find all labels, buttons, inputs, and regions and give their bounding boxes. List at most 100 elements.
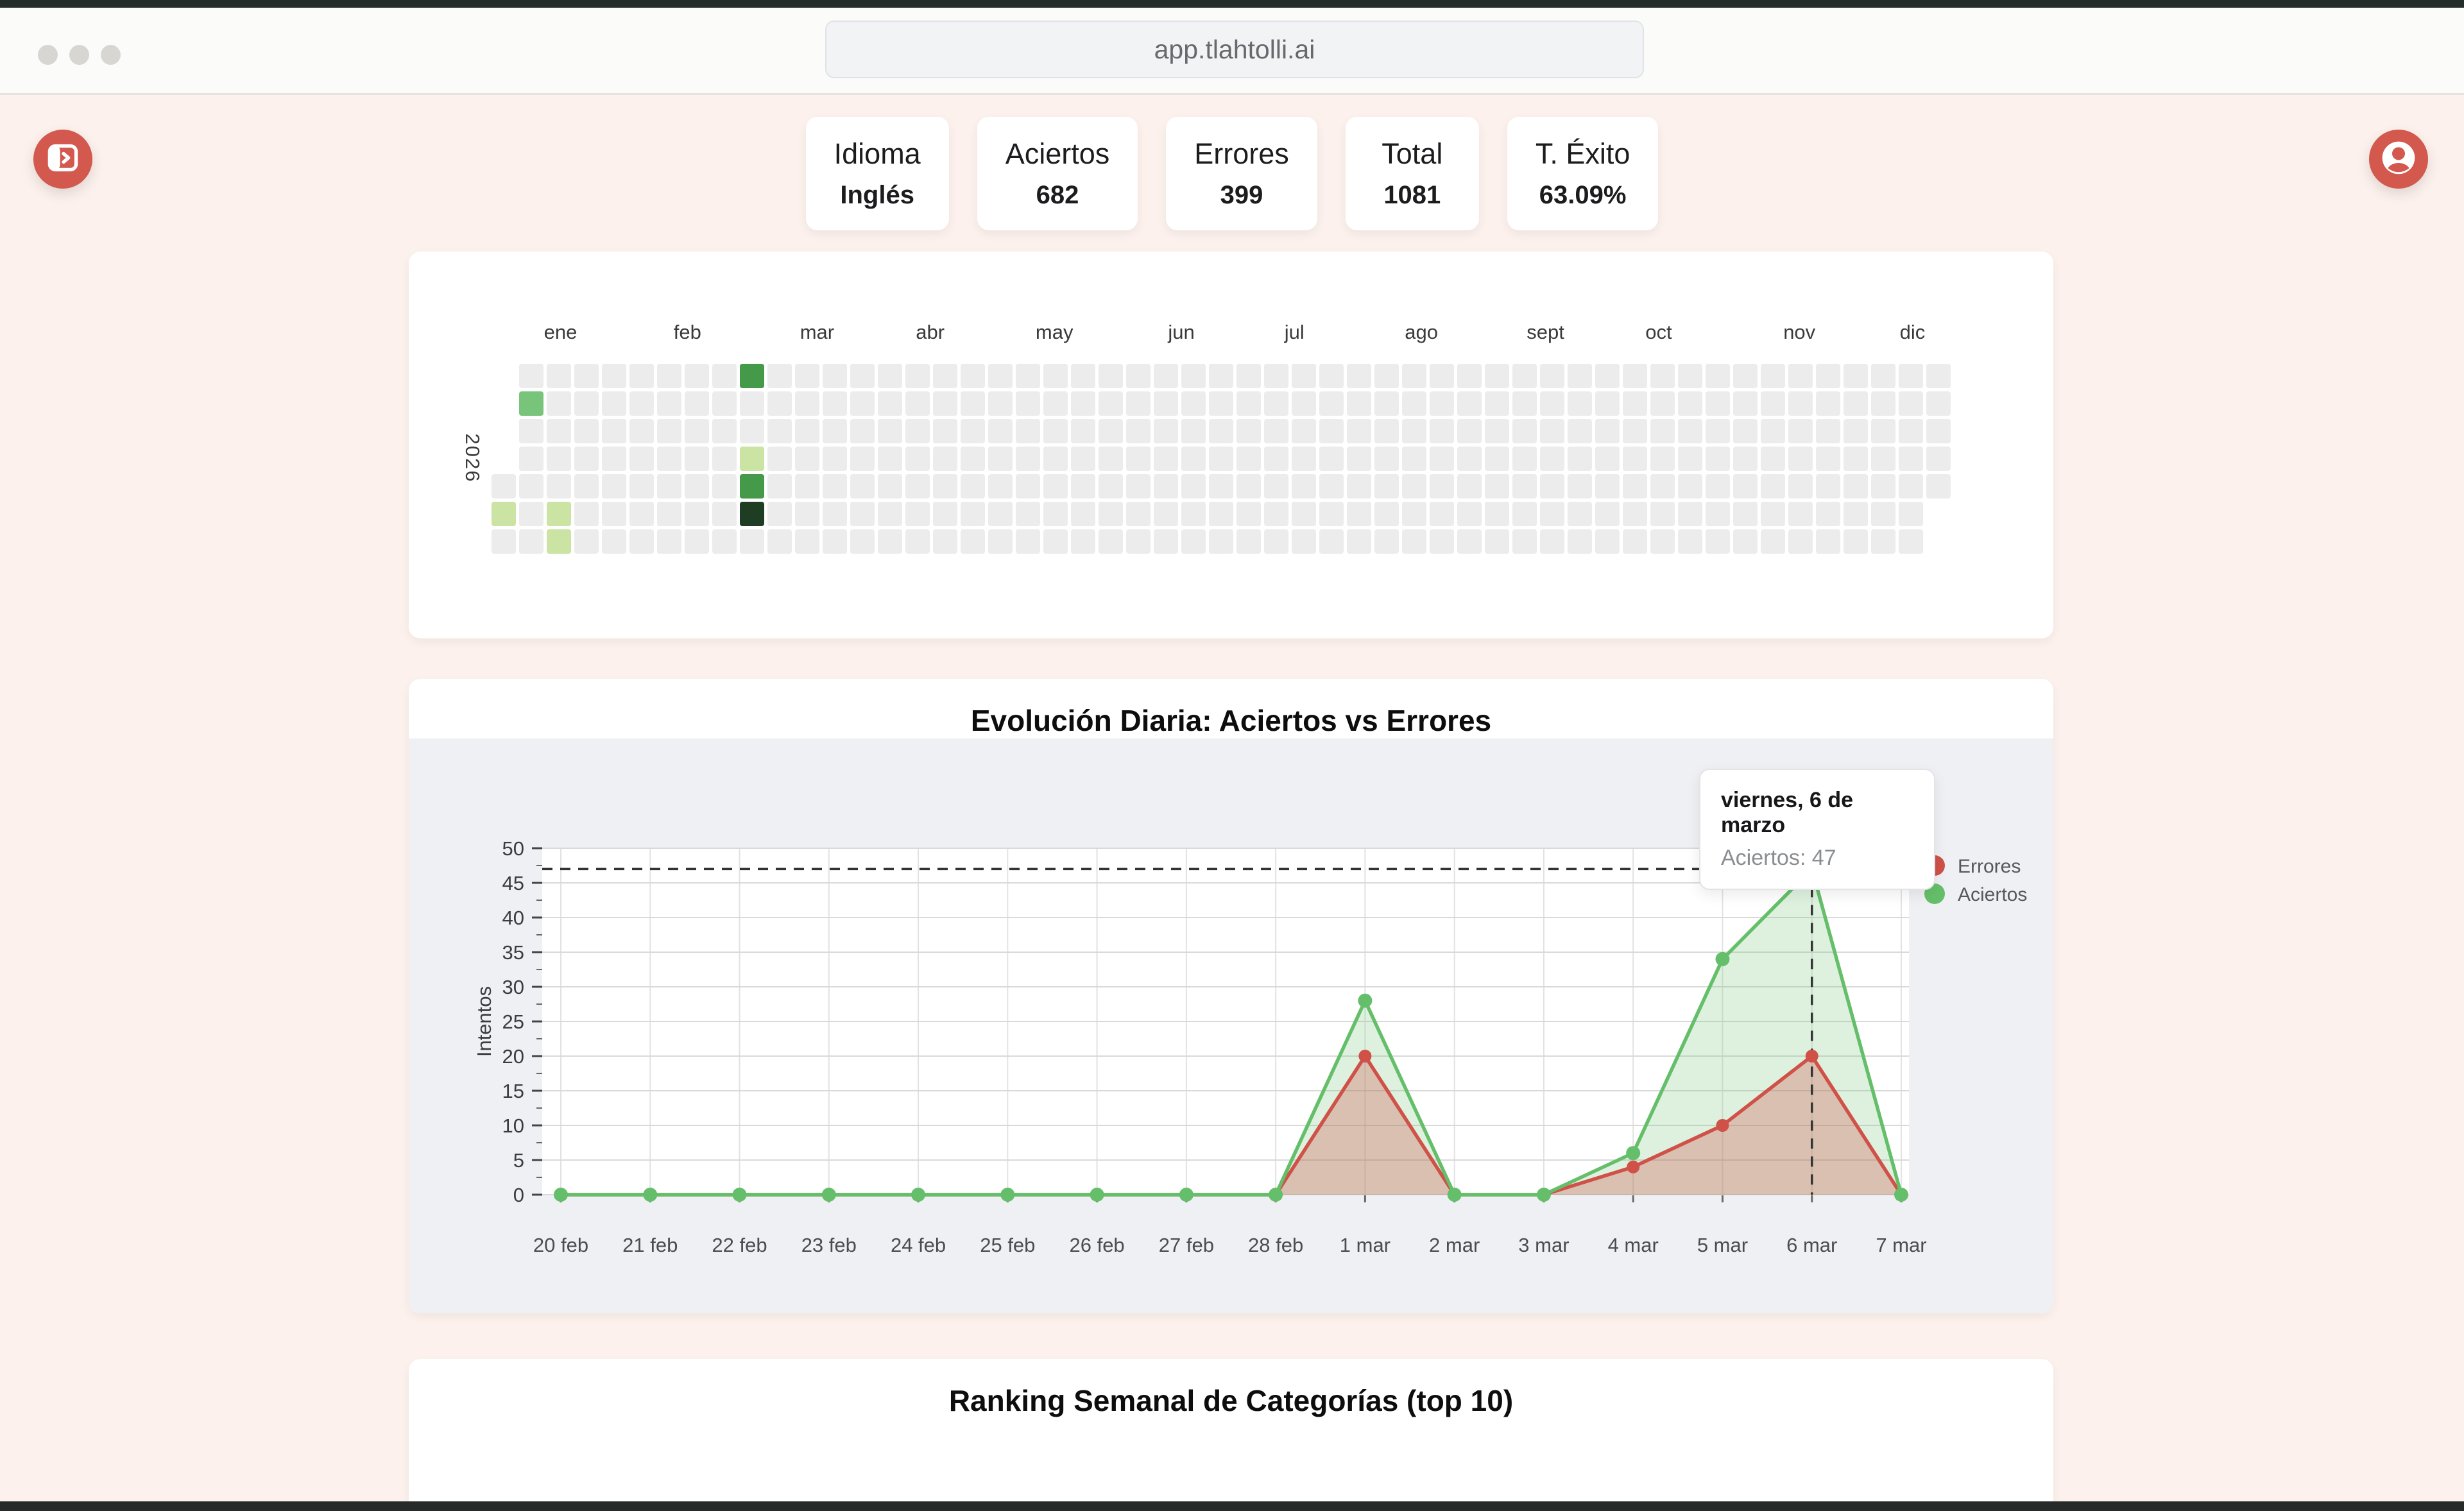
heatmap-cell[interactable] bbox=[1650, 391, 1675, 416]
heatmap-cell[interactable] bbox=[1292, 502, 1316, 526]
heatmap-cell[interactable] bbox=[1540, 391, 1564, 416]
heatmap-cell[interactable] bbox=[1733, 419, 1758, 443]
heatmap-cell[interactable] bbox=[1402, 391, 1426, 416]
heatmap-cell[interactable] bbox=[1568, 419, 1592, 443]
heatmap-cell[interactable] bbox=[1650, 364, 1675, 388]
heatmap-cell[interactable] bbox=[1871, 391, 1895, 416]
heatmap-cell[interactable] bbox=[629, 529, 654, 554]
heatmap-cell[interactable] bbox=[740, 447, 764, 471]
heatmap-cell[interactable] bbox=[1236, 419, 1261, 443]
heatmap-cell[interactable] bbox=[1347, 364, 1371, 388]
heatmap-cell[interactable] bbox=[1319, 474, 1344, 499]
heatmap-cell[interactable] bbox=[961, 364, 985, 388]
heatmap-cell[interactable] bbox=[1706, 447, 1730, 471]
heatmap-cell[interactable] bbox=[1733, 447, 1758, 471]
heatmap-cell[interactable] bbox=[1926, 447, 1951, 471]
heatmap-cell[interactable] bbox=[1402, 364, 1426, 388]
heatmap-cell[interactable] bbox=[1016, 391, 1040, 416]
heatmap-cell[interactable] bbox=[657, 474, 681, 499]
heatmap-cell[interactable] bbox=[1236, 502, 1261, 526]
heatmap-cell[interactable] bbox=[1485, 502, 1509, 526]
heatmap-cell[interactable] bbox=[1126, 364, 1151, 388]
heatmap-cell[interactable] bbox=[1374, 364, 1399, 388]
heatmap-cell[interactable] bbox=[1540, 447, 1564, 471]
heatmap-cell[interactable] bbox=[1844, 474, 1868, 499]
heatmap-cell[interactable] bbox=[1209, 447, 1233, 471]
heatmap-cell[interactable] bbox=[1623, 447, 1647, 471]
heatmap-cell[interactable] bbox=[1761, 391, 1785, 416]
heatmap-cell[interactable] bbox=[1816, 391, 1840, 416]
heatmap-cell[interactable] bbox=[1209, 502, 1233, 526]
heatmap-cell[interactable] bbox=[657, 529, 681, 554]
heatmap-cell[interactable] bbox=[988, 364, 1013, 388]
heatmap-cell[interactable] bbox=[629, 447, 654, 471]
heatmap-cell[interactable] bbox=[1154, 447, 1178, 471]
heatmap-cell[interactable] bbox=[1540, 529, 1564, 554]
heatmap-cell[interactable] bbox=[1706, 474, 1730, 499]
heatmap-cell[interactable] bbox=[602, 474, 626, 499]
heatmap-cell[interactable] bbox=[1374, 447, 1399, 471]
heatmap-cell[interactable] bbox=[850, 447, 875, 471]
heatmap-cell[interactable] bbox=[1678, 447, 1702, 471]
heatmap-cell[interactable] bbox=[1485, 419, 1509, 443]
heatmap-cell[interactable] bbox=[574, 502, 599, 526]
heatmap-cell[interactable] bbox=[1733, 502, 1758, 526]
heatmap-cell[interactable] bbox=[1126, 502, 1151, 526]
heatmap-cell[interactable] bbox=[657, 391, 681, 416]
heatmap-cell[interactable] bbox=[629, 391, 654, 416]
heatmap-cell[interactable] bbox=[1181, 364, 1206, 388]
heatmap-cell[interactable] bbox=[1347, 529, 1371, 554]
heatmap-cell[interactable] bbox=[1871, 419, 1895, 443]
heatmap-cell[interactable] bbox=[1595, 474, 1620, 499]
heatmap-cell[interactable] bbox=[1292, 391, 1316, 416]
heatmap-cell[interactable] bbox=[1043, 447, 1068, 471]
heatmap-cell[interactable] bbox=[1926, 391, 1951, 416]
heatmap-cell[interactable] bbox=[657, 447, 681, 471]
heatmap-cell[interactable] bbox=[574, 529, 599, 554]
heatmap-cell[interactable] bbox=[1540, 364, 1564, 388]
heatmap-cell[interactable] bbox=[1595, 447, 1620, 471]
heatmap-cell[interactable] bbox=[547, 502, 571, 526]
heatmap-cell[interactable] bbox=[1154, 529, 1178, 554]
heatmap-cell[interactable] bbox=[1016, 502, 1040, 526]
heatmap-cell[interactable] bbox=[547, 447, 571, 471]
heatmap-cell[interactable] bbox=[933, 447, 957, 471]
heatmap-cell[interactable] bbox=[878, 391, 902, 416]
heatmap-cell[interactable] bbox=[1816, 419, 1840, 443]
heatmap-cell[interactable] bbox=[1706, 391, 1730, 416]
heatmap-cell[interactable] bbox=[1457, 474, 1482, 499]
heatmap-cell[interactable] bbox=[905, 391, 930, 416]
heatmap-cell[interactable] bbox=[1043, 364, 1068, 388]
heatmap-cell[interactable] bbox=[1595, 529, 1620, 554]
heatmap-cell[interactable] bbox=[1347, 474, 1371, 499]
heatmap-cell[interactable] bbox=[767, 502, 792, 526]
heatmap-cell[interactable] bbox=[1788, 391, 1813, 416]
heatmap-cell[interactable] bbox=[1485, 447, 1509, 471]
heatmap-cell[interactable] bbox=[547, 419, 571, 443]
heatmap-cell[interactable] bbox=[1678, 364, 1702, 388]
heatmap-cell[interactable] bbox=[1650, 529, 1675, 554]
heatmap-cell[interactable] bbox=[988, 391, 1013, 416]
heatmap-cell[interactable] bbox=[629, 502, 654, 526]
heatmap-cell[interactable] bbox=[878, 502, 902, 526]
heatmap-cell[interactable] bbox=[1319, 447, 1344, 471]
heatmap-cell[interactable] bbox=[1043, 391, 1068, 416]
heatmap-cell[interactable] bbox=[712, 391, 737, 416]
heatmap-cell[interactable] bbox=[988, 419, 1013, 443]
heatmap-cell[interactable] bbox=[1236, 364, 1261, 388]
heatmap-cell[interactable] bbox=[1678, 391, 1702, 416]
heatmap-cell[interactable] bbox=[547, 391, 571, 416]
heatmap-cell[interactable] bbox=[1099, 364, 1123, 388]
heatmap-cell[interactable] bbox=[1595, 391, 1620, 416]
heatmap-cell[interactable] bbox=[988, 474, 1013, 499]
heatmap-cell[interactable] bbox=[1071, 474, 1095, 499]
window-control-dot[interactable] bbox=[38, 45, 58, 65]
heatmap-cell[interactable] bbox=[1099, 502, 1123, 526]
heatmap-cell[interactable] bbox=[1512, 391, 1537, 416]
heatmap-cell[interactable] bbox=[1319, 502, 1344, 526]
heatmap-cell[interactable] bbox=[1568, 447, 1592, 471]
heatmap-cell[interactable] bbox=[1512, 529, 1537, 554]
heatmap-cell[interactable] bbox=[1347, 447, 1371, 471]
heatmap-cell[interactable] bbox=[1595, 364, 1620, 388]
heatmap-cell[interactable] bbox=[1347, 391, 1371, 416]
